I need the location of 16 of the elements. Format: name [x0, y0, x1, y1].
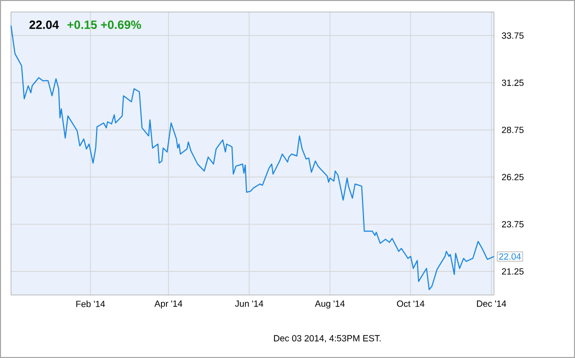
text: 22.04: [29, 20, 59, 29]
text: Dec 03 2014, 4:53PM EST.: [274, 335, 381, 342]
x-tick-label: Apr '14: [154, 300, 182, 309]
y-tick-label: 28.75: [502, 126, 524, 134]
x-tick-label: Jun '14: [235, 300, 264, 307]
x-tick-label: Feb '14: [76, 300, 105, 308]
y-tick-label: 31.25: [502, 80, 524, 86]
y-tick-label: 21.25: [502, 268, 524, 275]
x-tick-label: Aug '14: [314, 300, 345, 309]
y-tick-label: 33.75: [502, 32, 524, 39]
x-tick-label: Oct '14: [397, 300, 424, 307]
y-tick-label: 23.75: [502, 221, 524, 228]
y-tick-label: 26.25: [502, 174, 524, 180]
x-tick-label: Dec '14: [477, 300, 506, 307]
text: +0.15 +0.69%: [67, 20, 142, 29]
annotation: 22.04: [499, 253, 521, 260]
